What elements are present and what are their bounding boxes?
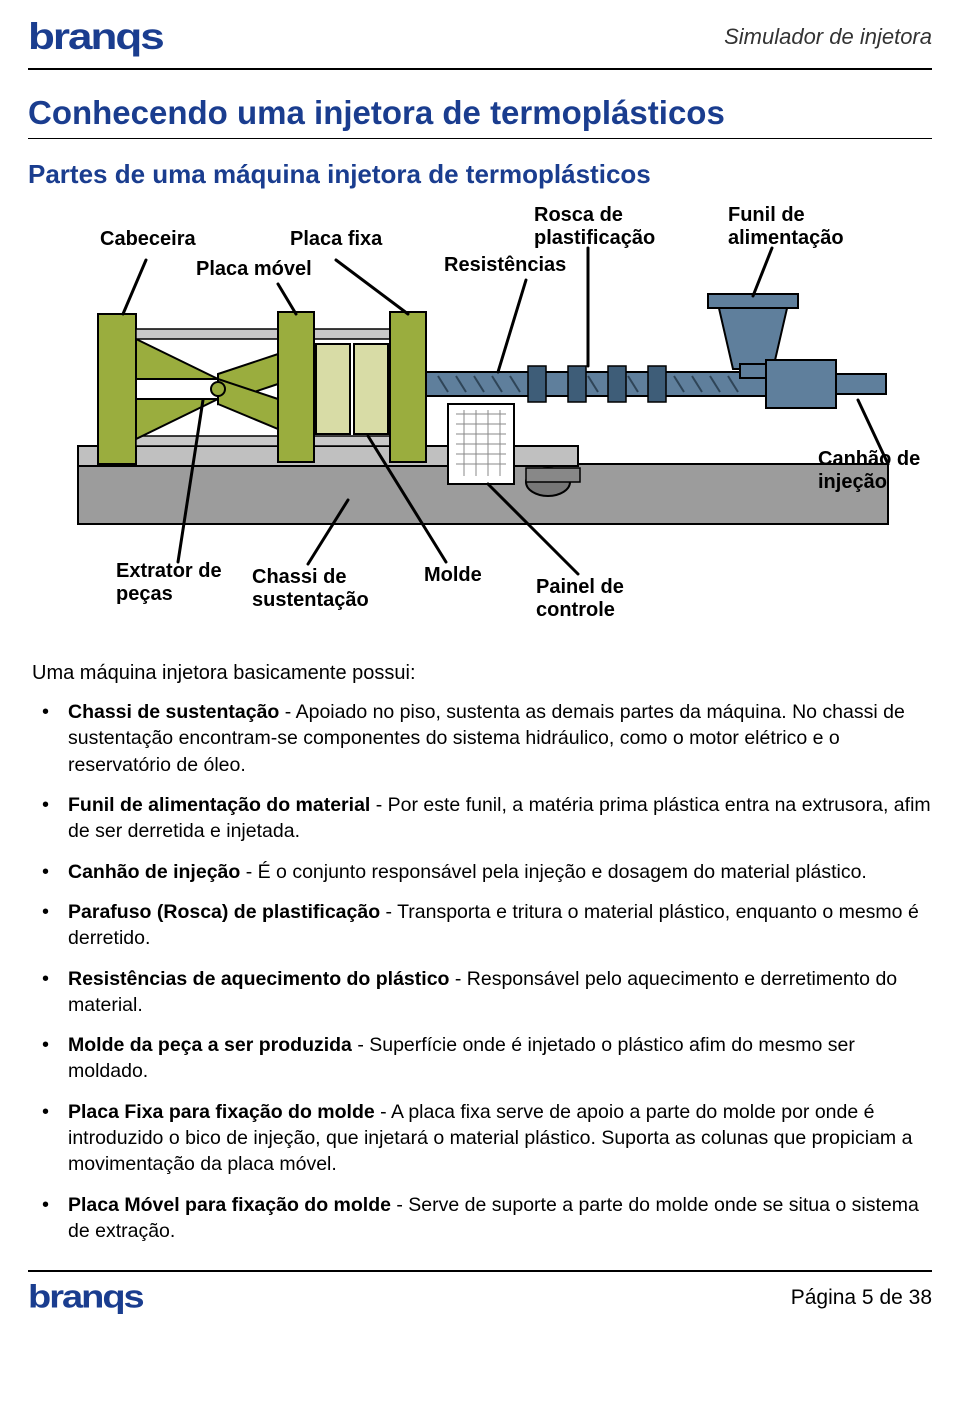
term: Chassi de sustentação [68, 701, 279, 723]
desc: - É o conjunto responsável pela injeção … [240, 861, 867, 883]
footer-brand-logo: branqs [28, 1280, 143, 1317]
label-extrator: Extrator depeças [116, 560, 222, 606]
machine-diagram: Cabeceira Placa fixa Placa móvel Rosca d… [28, 204, 932, 644]
list-item: Funil de alimentação do material - Por e… [54, 792, 932, 845]
label-canhao: Canhão deinjeção [818, 448, 920, 494]
list-item: Molde da peça a ser produzida - Superfíc… [54, 1032, 932, 1085]
label-placa-movel: Placa móvel [196, 258, 312, 281]
list-item: Placa Móvel para fixação do molde - Serv… [54, 1192, 932, 1245]
doc-title: Simulador de injetora [724, 24, 932, 50]
parts-list: Chassi de sustentação - Apoiado no piso,… [28, 699, 932, 1244]
list-item: Resistências de aquecimento do plástico … [54, 966, 932, 1019]
label-resistencias: Resistências [444, 254, 566, 277]
list-item: Parafuso (Rosca) de plastificação - Tran… [54, 899, 932, 952]
term: Placa Móvel para fixação do molde [68, 1194, 391, 1216]
term: Molde da peça a ser produzida [68, 1034, 352, 1056]
term: Parafuso (Rosca) de plastificação [68, 901, 380, 923]
label-placa-fixa: Placa fixa [290, 228, 382, 251]
page-number: Página 5 de 38 [791, 1286, 932, 1310]
label-molde: Molde [424, 564, 482, 587]
label-painel: Painel decontrole [536, 576, 624, 622]
page-title: Conhecendo uma injetora de termoplástico… [28, 94, 932, 132]
list-item: Canhão de injeção - É o conjunto respons… [54, 859, 932, 885]
brand-logo: branqs [28, 16, 163, 59]
page-header: branqs Simulador de injetora [28, 12, 932, 70]
section-subtitle: Partes de uma máquina injetora de termop… [28, 159, 932, 190]
label-funil: Funil dealimentação [728, 204, 844, 250]
list-item: Chassi de sustentação - Apoiado no piso,… [54, 699, 932, 778]
label-cabeceira: Cabeceira [100, 228, 196, 251]
label-chassi: Chassi desustentação [252, 566, 369, 612]
term: Placa Fixa para fixação do molde [68, 1101, 375, 1123]
page-footer: branqs Página 5 de 38 [28, 1272, 932, 1319]
intro-text: Uma máquina injetora basicamente possui: [32, 662, 932, 685]
term: Canhão de injeção [68, 861, 240, 883]
term: Funil de alimentação do material [68, 794, 370, 816]
term: Resistências de aquecimento do plástico [68, 968, 449, 990]
title-rule [28, 138, 932, 139]
list-item: Placa Fixa para fixação do molde - A pla… [54, 1099, 932, 1178]
label-rosca: Rosca deplastificação [534, 204, 655, 250]
